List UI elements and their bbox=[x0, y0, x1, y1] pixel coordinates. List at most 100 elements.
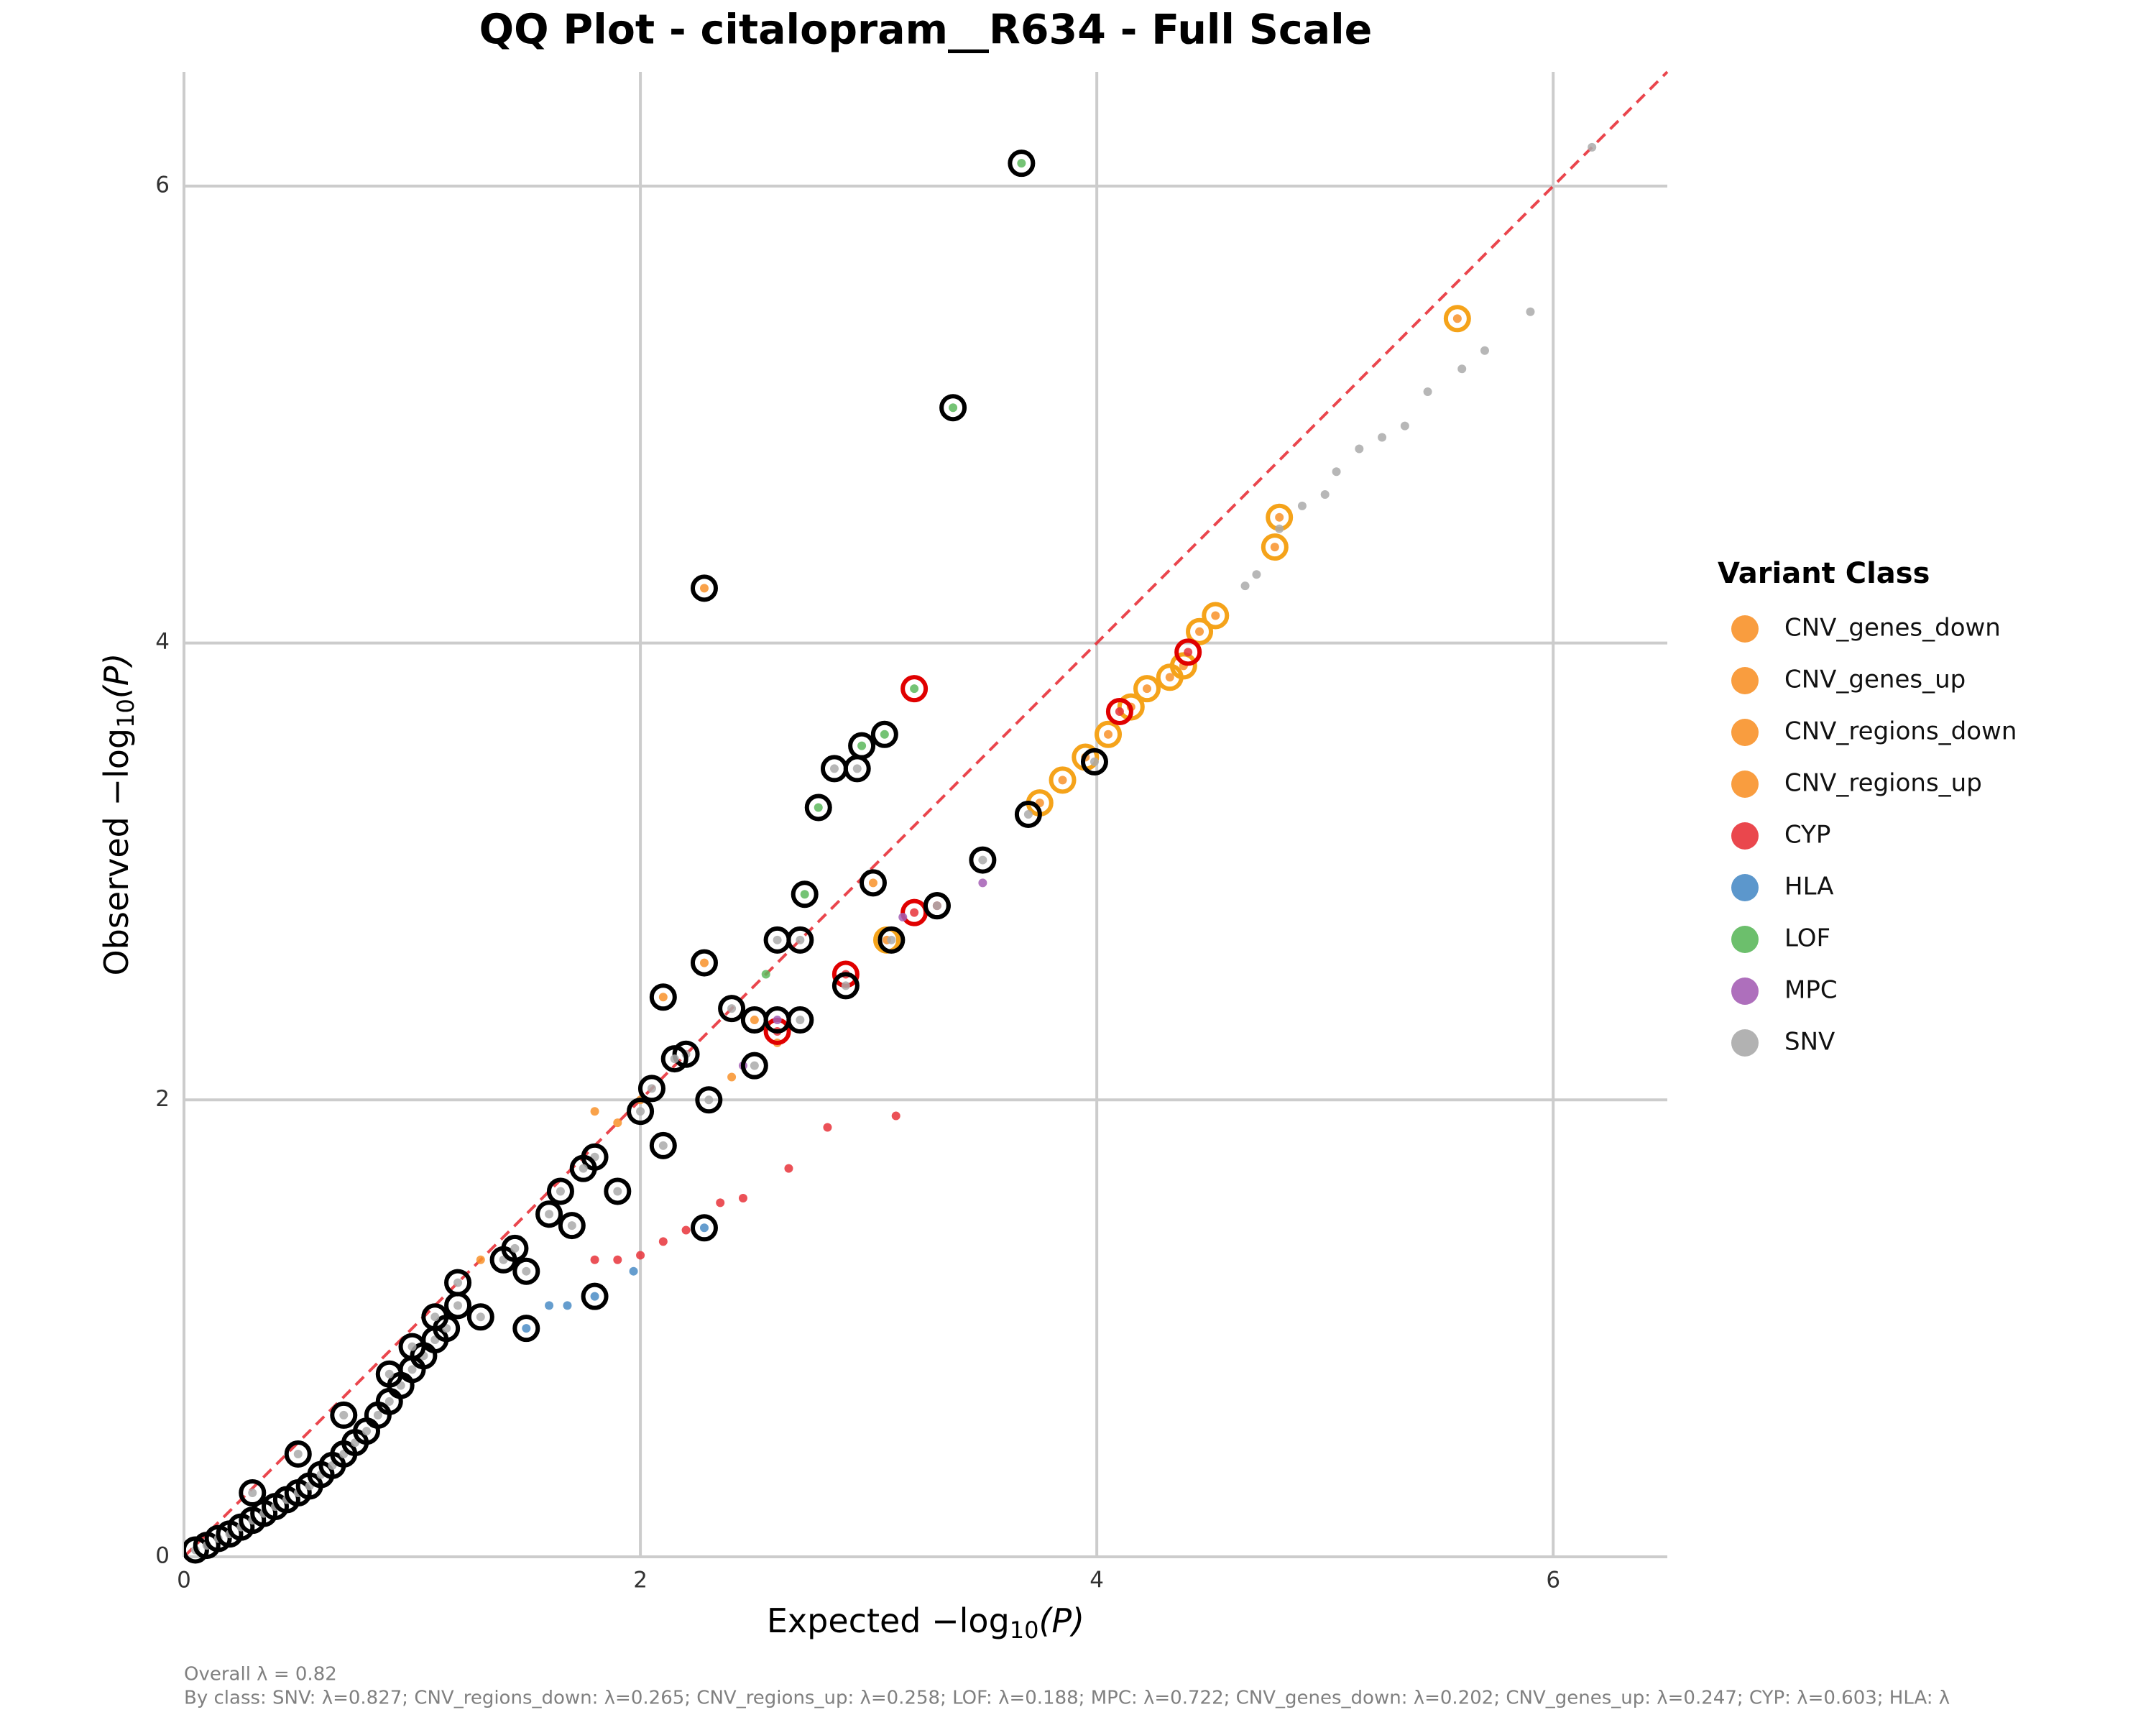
point-outline bbox=[690, 574, 718, 602]
y-tick-label: 4 bbox=[155, 629, 170, 655]
point-outline bbox=[786, 926, 814, 954]
point bbox=[699, 1223, 709, 1233]
point bbox=[1165, 673, 1174, 682]
point bbox=[978, 855, 987, 865]
point bbox=[1104, 730, 1113, 739]
point bbox=[868, 878, 877, 888]
point-outline bbox=[1202, 602, 1230, 630]
point bbox=[590, 1107, 599, 1116]
point bbox=[613, 1118, 622, 1128]
legend-marker bbox=[1731, 978, 1759, 1005]
legend-marker bbox=[1731, 615, 1759, 643]
point-outline bbox=[239, 1479, 267, 1507]
point bbox=[1452, 314, 1462, 323]
point bbox=[563, 1301, 572, 1310]
point bbox=[1058, 776, 1067, 785]
legend-marker bbox=[1731, 1029, 1759, 1057]
point-outline bbox=[501, 1234, 529, 1262]
point bbox=[1195, 627, 1204, 636]
point-outline bbox=[649, 1131, 677, 1159]
point-outline bbox=[535, 1200, 563, 1228]
point bbox=[407, 1342, 417, 1351]
point-outline bbox=[375, 1360, 403, 1388]
point bbox=[430, 1312, 440, 1322]
legend-marker bbox=[1731, 822, 1759, 850]
point bbox=[898, 913, 908, 922]
point bbox=[476, 1312, 485, 1322]
point bbox=[750, 1061, 759, 1070]
legend-marker bbox=[1731, 874, 1759, 901]
point bbox=[1457, 364, 1467, 374]
point bbox=[852, 764, 862, 773]
point bbox=[829, 764, 839, 773]
point bbox=[248, 1489, 257, 1498]
point-outline bbox=[1169, 652, 1197, 680]
point-outline bbox=[690, 949, 718, 977]
point-outline bbox=[939, 394, 967, 422]
point-outline bbox=[398, 1333, 426, 1361]
point bbox=[522, 1324, 531, 1333]
point-outline bbox=[660, 1045, 688, 1073]
y-tick-label: 2 bbox=[155, 1086, 170, 1112]
point bbox=[773, 935, 782, 944]
point bbox=[727, 1072, 737, 1082]
point bbox=[384, 1397, 394, 1406]
x-tick-label: 2 bbox=[633, 1568, 648, 1593]
point bbox=[1270, 543, 1279, 552]
legend-label: CNV_genes_down bbox=[1784, 614, 2001, 643]
point-outline bbox=[604, 1177, 632, 1205]
point-outline bbox=[1443, 305, 1471, 333]
point bbox=[796, 935, 805, 944]
point-outline bbox=[581, 1282, 609, 1310]
point bbox=[1017, 159, 1026, 168]
point-outline bbox=[569, 1154, 597, 1182]
x-axis-label: Expected −log10(P) bbox=[767, 1601, 1084, 1644]
point-outline bbox=[1133, 675, 1161, 703]
point-outline bbox=[627, 1098, 655, 1126]
legend-marker bbox=[1731, 770, 1759, 798]
point bbox=[1023, 810, 1033, 819]
point bbox=[476, 1255, 485, 1264]
point bbox=[784, 1164, 793, 1173]
point bbox=[716, 1198, 725, 1208]
point-outline bbox=[690, 1214, 718, 1242]
label-part: 10 bbox=[112, 699, 139, 728]
point bbox=[1332, 467, 1341, 477]
point bbox=[522, 1266, 531, 1276]
point bbox=[1089, 757, 1099, 766]
label-part: 10 bbox=[1010, 1616, 1039, 1644]
point bbox=[932, 901, 941, 911]
point bbox=[670, 1054, 679, 1064]
point bbox=[910, 908, 919, 917]
legend-label: CNV_regions_up bbox=[1784, 769, 1982, 798]
point-outline bbox=[1049, 766, 1077, 794]
point bbox=[857, 741, 867, 750]
point bbox=[1297, 501, 1307, 510]
point bbox=[814, 803, 823, 812]
point bbox=[293, 1449, 303, 1458]
point-outline bbox=[740, 1052, 768, 1080]
point bbox=[613, 1187, 622, 1196]
point-outline bbox=[969, 846, 997, 874]
point bbox=[453, 1278, 463, 1287]
point bbox=[1275, 512, 1284, 522]
point bbox=[699, 584, 709, 593]
point bbox=[1275, 524, 1284, 533]
point bbox=[1320, 490, 1330, 500]
point bbox=[1115, 707, 1124, 716]
point bbox=[1240, 581, 1250, 591]
point-outline bbox=[421, 1303, 449, 1331]
point bbox=[1378, 433, 1387, 442]
point bbox=[1526, 307, 1535, 316]
point-outline bbox=[546, 1177, 574, 1205]
legend-label: CNV_regions_down bbox=[1784, 717, 2017, 746]
point bbox=[910, 684, 919, 694]
point bbox=[658, 1237, 668, 1246]
legend-title: Variant Class bbox=[1718, 557, 1930, 590]
point bbox=[750, 1016, 759, 1025]
point-outline bbox=[843, 755, 871, 783]
label-part: (P) bbox=[97, 653, 136, 699]
point-outline bbox=[1105, 697, 1133, 725]
point bbox=[579, 1164, 588, 1173]
point-outline bbox=[284, 1440, 312, 1468]
